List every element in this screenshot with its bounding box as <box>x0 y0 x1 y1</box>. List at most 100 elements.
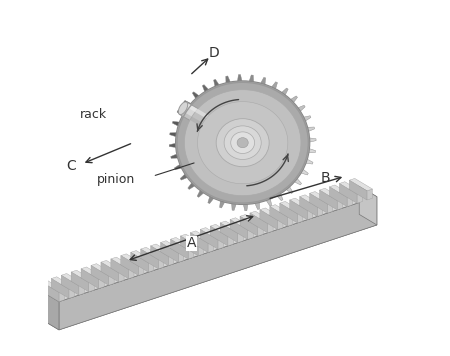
Polygon shape <box>180 234 203 247</box>
Polygon shape <box>220 198 226 208</box>
Polygon shape <box>320 188 342 201</box>
Polygon shape <box>41 291 59 330</box>
Polygon shape <box>228 235 234 246</box>
Polygon shape <box>101 262 119 282</box>
Polygon shape <box>81 267 104 279</box>
Polygon shape <box>180 172 190 180</box>
Polygon shape <box>297 212 303 223</box>
Polygon shape <box>347 195 352 206</box>
Polygon shape <box>301 116 311 122</box>
Polygon shape <box>131 252 148 272</box>
Polygon shape <box>317 205 323 216</box>
Polygon shape <box>270 82 278 91</box>
Polygon shape <box>231 201 237 210</box>
Polygon shape <box>158 258 164 269</box>
Ellipse shape <box>224 126 261 159</box>
Polygon shape <box>71 270 94 283</box>
Polygon shape <box>357 192 363 203</box>
Polygon shape <box>141 249 158 269</box>
Polygon shape <box>290 200 307 220</box>
Polygon shape <box>218 238 223 249</box>
Polygon shape <box>169 143 179 148</box>
Polygon shape <box>180 102 278 167</box>
Polygon shape <box>278 219 283 230</box>
Polygon shape <box>111 257 134 269</box>
Polygon shape <box>108 274 114 285</box>
Polygon shape <box>81 269 99 288</box>
Polygon shape <box>190 233 208 252</box>
Polygon shape <box>258 225 263 236</box>
Polygon shape <box>89 281 94 292</box>
Polygon shape <box>208 194 216 204</box>
Polygon shape <box>51 278 69 298</box>
Polygon shape <box>111 259 129 279</box>
Polygon shape <box>71 272 89 292</box>
Polygon shape <box>260 208 283 220</box>
Polygon shape <box>161 242 178 262</box>
Polygon shape <box>148 261 154 272</box>
Polygon shape <box>41 186 377 302</box>
Polygon shape <box>198 245 203 256</box>
Polygon shape <box>168 255 174 266</box>
Polygon shape <box>161 241 184 253</box>
Polygon shape <box>248 75 254 85</box>
Text: B: B <box>321 171 330 185</box>
Polygon shape <box>270 205 293 217</box>
Polygon shape <box>139 265 144 276</box>
Polygon shape <box>61 275 79 295</box>
Polygon shape <box>288 215 293 226</box>
Polygon shape <box>210 226 228 246</box>
Polygon shape <box>310 192 333 204</box>
Polygon shape <box>41 214 377 330</box>
Polygon shape <box>337 199 342 210</box>
Polygon shape <box>175 163 184 169</box>
Polygon shape <box>240 214 263 227</box>
Polygon shape <box>180 111 273 167</box>
Polygon shape <box>69 287 74 298</box>
Ellipse shape <box>237 138 248 148</box>
Polygon shape <box>259 77 266 87</box>
Polygon shape <box>280 203 297 223</box>
Polygon shape <box>290 198 313 210</box>
Polygon shape <box>327 202 333 213</box>
Polygon shape <box>288 96 297 105</box>
Polygon shape <box>101 260 124 273</box>
Polygon shape <box>329 187 347 206</box>
Polygon shape <box>329 185 352 197</box>
Polygon shape <box>208 241 213 252</box>
Ellipse shape <box>178 102 188 115</box>
Polygon shape <box>270 206 288 226</box>
Ellipse shape <box>216 119 269 167</box>
Polygon shape <box>279 88 288 98</box>
Polygon shape <box>254 200 260 209</box>
Polygon shape <box>275 191 283 201</box>
Polygon shape <box>339 182 363 194</box>
Polygon shape <box>197 188 206 197</box>
Polygon shape <box>306 148 315 153</box>
Polygon shape <box>91 266 108 285</box>
Polygon shape <box>171 153 180 158</box>
Polygon shape <box>190 231 213 243</box>
Polygon shape <box>226 76 231 86</box>
Polygon shape <box>59 197 377 330</box>
Polygon shape <box>119 271 124 282</box>
Polygon shape <box>184 100 194 109</box>
Polygon shape <box>238 232 243 243</box>
Polygon shape <box>171 239 188 259</box>
Polygon shape <box>243 201 248 211</box>
Polygon shape <box>250 213 268 233</box>
Text: rack: rack <box>80 108 107 121</box>
Polygon shape <box>367 189 373 200</box>
Polygon shape <box>359 186 377 225</box>
Polygon shape <box>280 201 303 214</box>
Polygon shape <box>51 277 74 289</box>
Polygon shape <box>180 236 198 256</box>
Polygon shape <box>265 196 272 206</box>
Polygon shape <box>307 209 313 220</box>
Polygon shape <box>151 246 168 266</box>
Polygon shape <box>202 85 211 94</box>
Polygon shape <box>41 186 359 319</box>
Polygon shape <box>178 251 184 262</box>
Polygon shape <box>210 224 234 237</box>
Polygon shape <box>172 121 182 127</box>
